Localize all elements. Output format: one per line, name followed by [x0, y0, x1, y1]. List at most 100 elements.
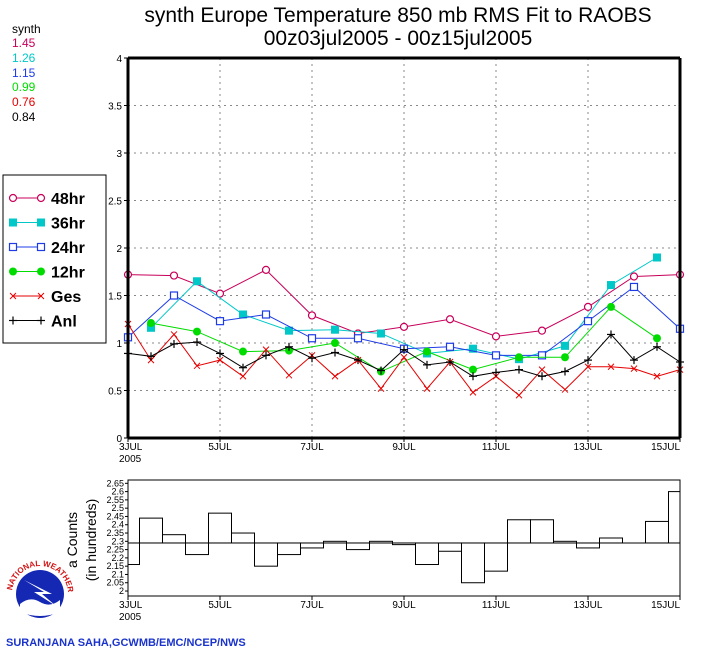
y-tick-label: 3.5 — [108, 102, 122, 113]
legend-item-48hr: 48hr — [8, 191, 85, 208]
count-y-tick-label: 2.65 — [106, 478, 124, 488]
data-point-48hr — [399, 322, 409, 331]
count-y-tick-label: 2.1 — [111, 569, 124, 579]
count-x-tick-label: 15JUL — [651, 600, 680, 611]
data-point-ges — [193, 362, 201, 370]
data-point-36hr — [239, 310, 247, 319]
data-point-24hr — [445, 342, 455, 351]
count-bar — [415, 542, 439, 566]
count-y-tick-label: 2.45 — [106, 511, 124, 521]
x-tick-label: 3JUL — [119, 442, 143, 453]
y-tick-label: 2 — [116, 244, 122, 255]
data-point-ges — [515, 391, 523, 399]
data-point-12hr — [515, 353, 523, 362]
data-point-48hr — [491, 332, 501, 341]
legend-marker-start — [8, 242, 18, 252]
count-bar — [668, 491, 681, 544]
count-y-tick-label: 2.35 — [106, 528, 124, 538]
data-point-24hr — [307, 334, 317, 343]
x-tick-label: 9JUL — [392, 442, 416, 453]
data-point-36hr — [285, 326, 293, 335]
legend-label: 36hr — [51, 216, 85, 233]
count-bar — [484, 542, 508, 572]
count-ylabel: a Counts — [64, 512, 80, 568]
count-ylabel-line2: (in hundreds) — [83, 499, 99, 582]
data-point-ges — [216, 356, 224, 364]
count-x-tick-label: 3JUL — [119, 600, 143, 611]
count-y-tick-label: 2.5 — [111, 503, 124, 513]
legend-label: 48hr — [51, 191, 85, 208]
series-line-36hr — [150, 257, 658, 360]
y-tick-label: 2.5 — [108, 197, 122, 208]
data-point-anl — [170, 339, 178, 348]
count-bar — [576, 542, 600, 549]
count-bar — [530, 519, 554, 544]
legend-label: 12hr — [51, 265, 85, 282]
data-point-48hr — [629, 272, 639, 281]
data-point-ges — [561, 386, 569, 393]
count-y-tick-label: 2.6 — [111, 487, 124, 497]
data-point-24hr — [353, 334, 363, 343]
x-tick-label: 7JUL — [300, 442, 324, 453]
count-y-tick-label: 2.25 — [106, 545, 124, 555]
data-point-48hr — [307, 311, 317, 320]
count-y-tick-label: 2.15 — [106, 561, 124, 571]
legend-marker-start — [9, 218, 17, 227]
stat-36hr: 1.26 — [12, 51, 36, 65]
y-tick-label: 1 — [116, 339, 122, 350]
data-point-12hr — [423, 347, 431, 356]
y-tick-label: 3 — [116, 149, 122, 160]
legend-marker-end — [37, 218, 45, 227]
data-point-12hr — [469, 365, 477, 374]
legend-label: Ges — [51, 289, 81, 306]
data-point-48hr — [169, 271, 179, 280]
legend-marker-end — [36, 193, 46, 203]
count-bar — [162, 534, 186, 544]
legend-marker-end — [37, 292, 45, 300]
x-tick-label: 15JUL — [651, 442, 680, 453]
data-point-ges — [607, 363, 615, 371]
data-point-24hr — [215, 317, 225, 326]
count-bar — [277, 542, 301, 556]
main-plot: 0 0.5 1 1.5 2 2.5 3 3.5 4 3JUL 5JUL 7JUL 9JUL 11JUL 13… — [108, 54, 685, 465]
count-x-tick-label: 11JUL — [482, 600, 511, 611]
lightning-icon — [24, 580, 56, 606]
data-point-36hr — [193, 277, 201, 286]
count-x-tick-label: 13JUL — [574, 600, 603, 611]
chart-subtitle: 00z03jul2005 - 00z15jul2005 — [264, 27, 533, 50]
legend-item-ges: Ges — [9, 289, 81, 306]
legend-marker-start — [8, 193, 18, 203]
count-y-tick-label: 2.2 — [111, 553, 124, 563]
count-x-tick-label: 9JUL — [392, 600, 416, 611]
series-anl — [124, 330, 684, 381]
data-point-12hr — [653, 334, 661, 343]
data-point-ges — [653, 372, 661, 380]
count-bar — [127, 542, 140, 566]
stat-24hr: 1.15 — [12, 66, 36, 80]
data-point-anl — [193, 338, 201, 347]
count-bar — [438, 542, 462, 552]
series-ges — [124, 320, 684, 399]
data-point-anl — [147, 352, 155, 361]
data-point-12hr — [561, 353, 569, 362]
data-point-36hr — [607, 281, 615, 290]
data-point-24hr — [491, 351, 501, 360]
count-bar — [185, 542, 209, 556]
data-point-24hr — [537, 351, 547, 360]
legend-marker-start — [9, 267, 17, 276]
data-point-anl — [331, 348, 339, 357]
data-point-anl — [584, 356, 592, 365]
data-point-36hr — [377, 329, 385, 338]
data-point-anl — [216, 349, 224, 358]
count-bar — [254, 542, 278, 567]
count-x-tick-label: 7JUL — [300, 600, 324, 611]
legend-box — [2, 174, 107, 344]
count-y-tick-label: 2.55 — [106, 495, 124, 505]
data-point-anl — [538, 372, 546, 381]
stats-block: synth 1.45 1.26 1.15 0.99 0.76 0.84 — [12, 22, 41, 124]
stat-anl: 0.84 — [12, 110, 36, 124]
data-point-48hr — [537, 326, 547, 335]
legend-marker-end — [37, 316, 45, 325]
data-point-anl — [630, 356, 638, 365]
data-point-ges — [630, 365, 638, 373]
